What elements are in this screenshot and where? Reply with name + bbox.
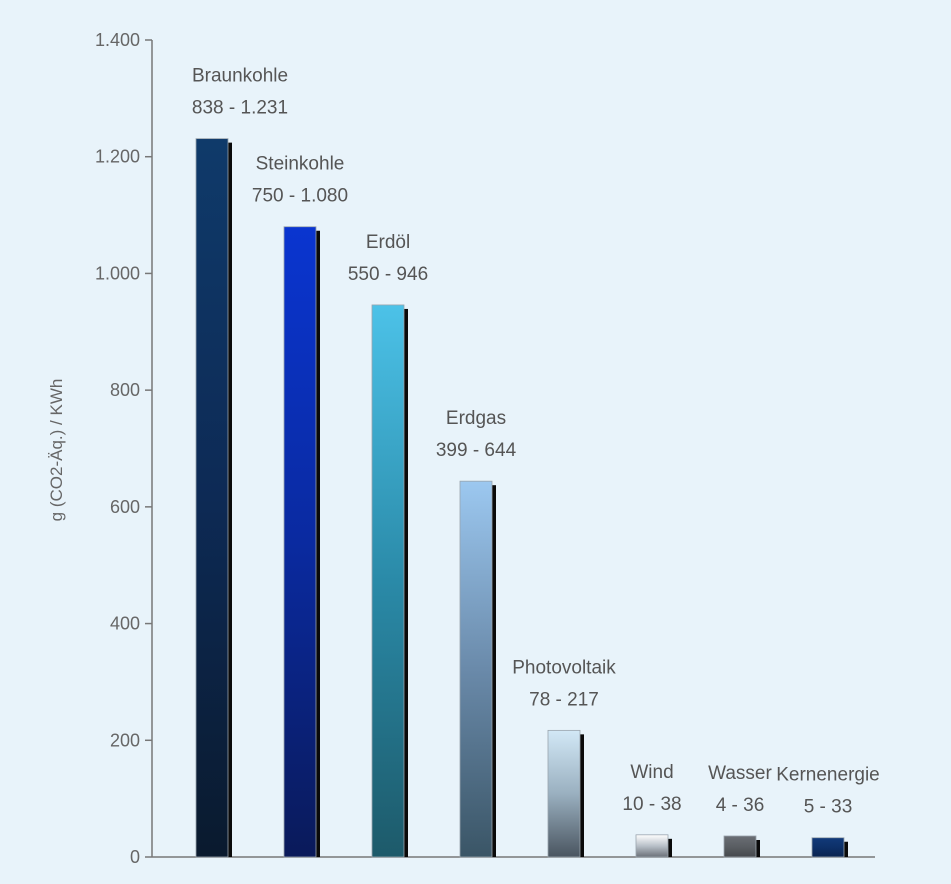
bar-range-label: 399 - 644 (436, 440, 517, 461)
bar-name-label: Erdöl (366, 232, 410, 253)
bar-range-label: 10 - 38 (622, 794, 681, 815)
bar-range-label: 5 - 33 (804, 797, 853, 818)
y-tick-label: 0 (130, 847, 140, 867)
y-tick-label: 400 (110, 614, 140, 634)
bar-braunkohle (195, 138, 229, 858)
bar-range-label: 838 - 1.231 (192, 98, 288, 119)
y-tick-label: 1.200 (95, 147, 140, 167)
y-tick-label: 600 (110, 497, 140, 517)
bar-range-label: 78 - 217 (529, 689, 599, 710)
bar-name-label: Wasser (708, 763, 772, 784)
bar-range-label: 750 - 1.080 (252, 186, 348, 207)
y-axis-title: g (CO2-Äq.) / KWh (47, 379, 66, 522)
bar-name-label: Photovoltaik (512, 657, 616, 678)
y-tick-label: 800 (110, 380, 140, 400)
bar-photovoltaik (547, 729, 581, 858)
bar-wind (635, 834, 669, 858)
bar-name-label: Braunkohle (192, 66, 288, 87)
bar-name-label: Erdgas (446, 408, 506, 429)
bar-range-label: 550 - 946 (348, 264, 428, 285)
bar-wasser (723, 835, 757, 858)
y-tick-label: 1.000 (95, 263, 140, 283)
y-tick-label: 1.400 (95, 30, 140, 50)
bar-kernenergie (811, 837, 845, 858)
bar-labels: Braunkohle 838 - 1.231 Steinkohle 750 - 1.0… (192, 66, 880, 818)
bar-name-label: Kernenergie (776, 765, 880, 786)
bar-erdgas (459, 480, 493, 858)
bars (195, 138, 848, 858)
y-tick-label: 200 (110, 730, 140, 750)
bar-erdöl (371, 304, 405, 858)
bar-range-label: 4 - 36 (716, 795, 765, 816)
bar-steinkohle (283, 226, 317, 858)
axes: 0 200 400 600 800 1.000 1.200 1.400 (95, 30, 875, 867)
bar-name-label: Wind (630, 762, 673, 783)
bar-name-label: Steinkohle (256, 154, 345, 175)
